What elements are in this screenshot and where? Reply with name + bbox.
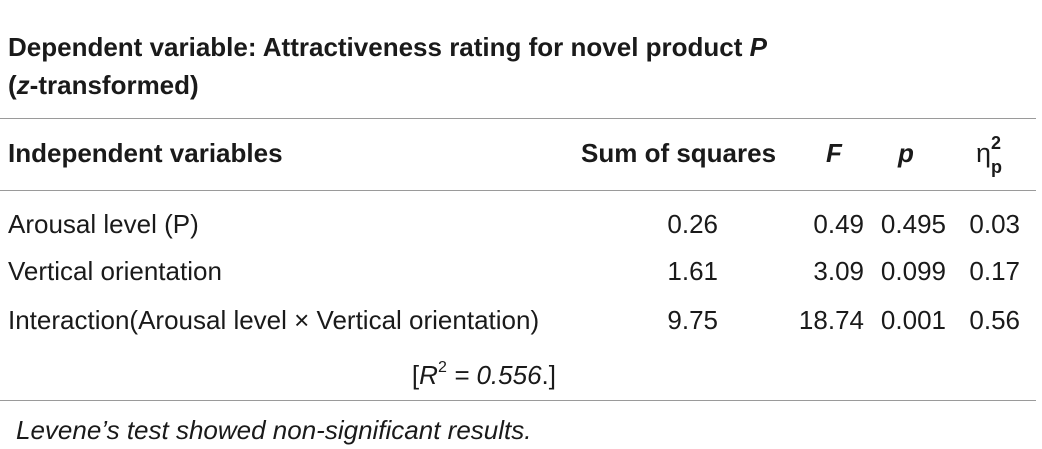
eta-subscript: p bbox=[991, 157, 1002, 177]
r-squared-close: .] bbox=[541, 360, 556, 390]
row-2-eta: 0.17 bbox=[969, 256, 1020, 286]
header-p: p bbox=[898, 138, 914, 168]
r-squared-open: [ bbox=[411, 360, 420, 390]
row-1-f: 0.49 bbox=[813, 209, 864, 239]
top-rule bbox=[0, 118, 1036, 119]
r-squared-sup: 2 bbox=[437, 359, 447, 376]
row-3-label: Interaction(Arousal level × Vertical ori… bbox=[8, 305, 540, 335]
row-1-eta: 0.03 bbox=[969, 209, 1020, 239]
title-product-p: P bbox=[749, 32, 767, 62]
row-3-p: 0.001 bbox=[880, 305, 946, 335]
header-independent-variables: Independent variables bbox=[8, 138, 283, 168]
title-suffix: -transformed) bbox=[29, 70, 199, 100]
row-2-label: Vertical orientation bbox=[8, 256, 222, 286]
r-squared-r: R bbox=[419, 360, 438, 390]
header-rule bbox=[0, 190, 1036, 191]
eta-symbol: η bbox=[976, 138, 992, 168]
bottom-rule bbox=[0, 400, 1036, 401]
table-note: Levene’s test showed non-significant res… bbox=[16, 415, 532, 445]
row-2-f: 3.09 bbox=[813, 256, 864, 286]
row-3-f: 18.74 bbox=[798, 305, 864, 335]
row-1-label: Arousal level (P) bbox=[8, 209, 199, 239]
title-open: ( bbox=[8, 70, 17, 100]
eta-superscript: 2 bbox=[991, 133, 1002, 153]
row-2-sum-of-squares: 1.61 bbox=[667, 256, 718, 286]
row-2-p: 0.099 bbox=[880, 256, 946, 286]
header-eta-squared: η 2 p bbox=[976, 133, 1002, 177]
r-squared: [R2 = 0.556.] bbox=[412, 351, 556, 392]
row-1-p: 0.495 bbox=[880, 209, 946, 239]
title-z: z bbox=[16, 70, 30, 100]
title-prefix: Dependent variable: Attractiveness ratin… bbox=[8, 32, 750, 62]
header-sum-of-squares: Sum of squares bbox=[581, 138, 777, 168]
row-1-sum-of-squares: 0.26 bbox=[667, 209, 718, 239]
r-squared-value: = 0.556 bbox=[446, 360, 542, 390]
row-3-sum-of-squares: 9.75 bbox=[667, 305, 718, 335]
row-3-eta: 0.56 bbox=[969, 305, 1020, 335]
table-title: Dependent variable: Attractiveness ratin… bbox=[8, 28, 1028, 104]
header-f: F bbox=[826, 138, 842, 168]
